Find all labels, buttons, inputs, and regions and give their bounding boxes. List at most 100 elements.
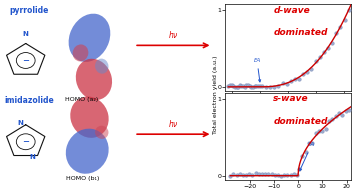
Point [237,173,242,176]
Text: pyrrolide: pyrrolide [9,6,48,15]
Point [267,85,273,88]
Text: −: − [22,137,29,146]
Point [329,41,335,44]
Point [284,83,289,86]
Point [321,50,327,53]
Point [272,174,278,177]
Point [250,85,256,88]
Ellipse shape [69,14,110,62]
Point [240,84,246,87]
Text: EA: EA [300,143,315,171]
Point [280,82,285,85]
Point [288,174,294,177]
Point [342,19,347,22]
Point [275,174,281,177]
Point [296,167,302,170]
Point [231,172,236,175]
Point [339,114,345,117]
Point [343,110,349,113]
Point [294,173,300,176]
Text: N: N [29,154,36,160]
Point [247,85,253,88]
Text: −: − [22,56,29,65]
Point [310,141,315,144]
Ellipse shape [76,59,112,100]
Point [232,85,238,88]
Text: HOMO (b₁): HOMO (b₁) [66,176,99,181]
Point [263,85,269,88]
Text: imidazolide: imidazolide [5,96,54,105]
Point [242,85,248,88]
Point [305,71,310,74]
Text: N: N [23,31,29,37]
Point [240,174,246,177]
Point [346,109,352,112]
Point [288,80,294,83]
Text: s-wave: s-wave [273,94,309,103]
Ellipse shape [95,126,109,139]
Point [234,174,240,177]
Point [338,26,343,29]
Ellipse shape [66,129,109,174]
Text: EA: EA [253,58,261,82]
Point [246,173,252,176]
Point [292,78,298,81]
Point [234,85,239,88]
Point [323,128,328,131]
Point [229,84,234,87]
Point [291,172,296,175]
Point [243,173,249,176]
Point [259,172,265,175]
Point [333,32,339,35]
Point [336,112,342,115]
Point [333,115,338,118]
Text: Total electron yield (a.u.): Total electron yield (a.u.) [213,55,218,134]
Point [326,120,332,123]
Point [257,85,263,88]
Point [300,72,306,75]
Point [248,85,254,88]
Point [225,85,231,88]
Point [245,84,251,87]
Point [228,174,233,177]
Point [325,47,331,50]
Point [317,55,323,58]
Point [253,84,259,87]
Text: dominated: dominated [273,28,328,37]
Point [313,60,318,63]
Point [259,85,265,88]
Text: dominated: dominated [273,117,328,126]
Point [252,85,258,88]
Point [269,172,274,175]
Point [278,174,284,177]
Text: d-wave: d-wave [273,5,310,15]
Point [329,117,335,120]
Point [320,129,325,132]
Point [296,77,302,80]
Point [316,129,322,132]
Point [266,173,271,176]
Point [303,151,308,154]
Point [244,84,249,87]
Point [271,85,277,88]
Point [239,84,244,87]
Point [306,141,312,144]
Ellipse shape [95,59,109,74]
Point [227,84,233,87]
Point [253,172,258,175]
Text: N: N [17,120,23,126]
Point [250,174,255,177]
Point [230,84,236,87]
Text: hν: hν [169,119,178,129]
Point [237,84,243,87]
Point [282,174,287,177]
Ellipse shape [73,44,88,61]
Point [299,155,305,158]
Point [285,173,290,176]
Point [256,172,262,175]
Text: HOMO (a₂): HOMO (a₂) [65,97,98,102]
Point [235,85,241,88]
Point [275,84,281,87]
Point [262,172,268,175]
Point [346,9,351,12]
